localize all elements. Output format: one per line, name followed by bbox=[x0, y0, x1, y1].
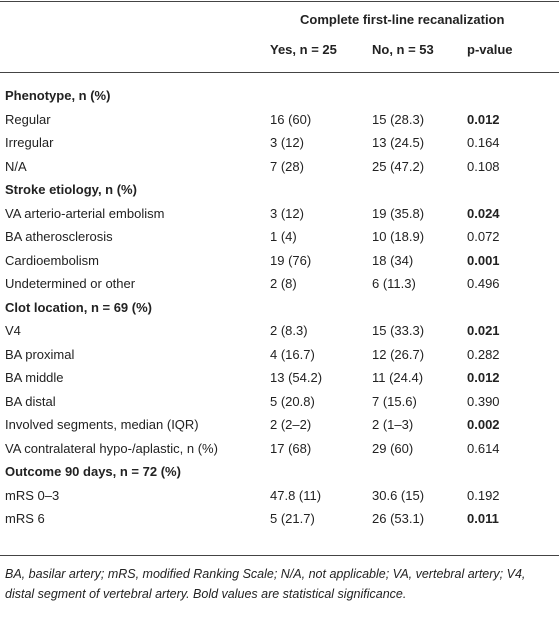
section-title: Stroke etiology, n (%) bbox=[5, 182, 137, 197]
row-label: mRS 0–3 bbox=[5, 487, 60, 503]
cell-yes: 5 (21.7) bbox=[270, 511, 315, 526]
section-title: Clot location, n = 69 (%) bbox=[5, 299, 152, 315]
cell-p: 0.614 bbox=[467, 440, 500, 456]
cell-no: 6 (11.3) bbox=[372, 276, 416, 291]
cell-yes: 3 (12) bbox=[270, 135, 304, 150]
row-label: Cardioembolism bbox=[5, 252, 99, 268]
cell-no: 18 (34) bbox=[372, 252, 414, 268]
cell-p: 0.072 bbox=[467, 229, 500, 244]
row-label: N/A bbox=[5, 158, 27, 174]
cell-yes: 4 (16.7) bbox=[270, 346, 315, 362]
row-label: mRS 6 bbox=[5, 511, 45, 526]
cell-yes: 2 (8.3) bbox=[270, 323, 308, 338]
cell-no: 7 (15.6) bbox=[372, 393, 417, 409]
cell-no: 11 (24.4) bbox=[372, 370, 424, 385]
row-label: VA contralateral hypo-/aplastic, n (%) bbox=[5, 440, 218, 456]
cell-yes: 13 (54.2) bbox=[270, 370, 323, 385]
bottom-rule bbox=[0, 555, 559, 556]
row-label: BA atherosclerosis bbox=[5, 229, 113, 244]
column-header: No, n = 53 bbox=[372, 42, 434, 57]
footnote: BA, basilar artery; mRS, modified Rankin… bbox=[5, 567, 526, 601]
top-rule bbox=[0, 1, 559, 2]
cell-yes: 1 (4) bbox=[270, 229, 297, 244]
cell-yes: 3 (12) bbox=[270, 205, 304, 221]
group-header: Complete first-line recanalization bbox=[300, 12, 505, 27]
cell-no: 29 (60) bbox=[372, 440, 414, 456]
cell-p: 0.011 bbox=[467, 511, 499, 526]
cell-p: 0.021 bbox=[467, 323, 500, 338]
cell-no: 19 (35.8) bbox=[372, 205, 425, 221]
cell-no: 13 (24.5) bbox=[372, 135, 425, 150]
row-label: Undetermined or other bbox=[5, 276, 136, 291]
cell-p: 0.192 bbox=[467, 487, 500, 503]
row-label: V4 bbox=[5, 323, 21, 338]
cell-yes: 19 (76) bbox=[270, 252, 312, 268]
cell-p: 0.390 bbox=[467, 393, 500, 409]
cell-p: 0.164 bbox=[467, 135, 500, 150]
row-label: BA proximal bbox=[5, 346, 75, 362]
cell-no: 26 (53.1) bbox=[372, 511, 425, 526]
cell-p: 0.282 bbox=[467, 346, 500, 362]
section-title: Phenotype, n (%) bbox=[5, 88, 111, 103]
cell-no: 25 (47.2) bbox=[372, 158, 425, 174]
cell-no: 10 (18.9) bbox=[372, 229, 425, 244]
cell-p: 0.001 bbox=[467, 252, 500, 268]
row-label: Regular bbox=[5, 111, 51, 127]
cell-p: 0.108 bbox=[467, 158, 500, 174]
row-label: Involved segments, median (IQR) bbox=[5, 417, 199, 432]
cell-p: 0.012 bbox=[467, 111, 500, 127]
header-rule bbox=[0, 72, 559, 73]
cell-yes: 2 (8) bbox=[270, 276, 297, 291]
column-header: Yes, n = 25 bbox=[270, 42, 337, 57]
cell-p: 0.002 bbox=[467, 417, 500, 432]
row-label: Irregular bbox=[5, 135, 54, 150]
row-label: BA distal bbox=[5, 393, 56, 409]
row-label: BA middle bbox=[5, 370, 64, 385]
section-title: Outcome 90 days, n = 72 (%) bbox=[5, 464, 181, 479]
cell-yes: 17 (68) bbox=[270, 440, 312, 456]
cell-no: 30.6 (15) bbox=[372, 487, 425, 503]
cell-yes: 5 (20.8) bbox=[270, 393, 315, 409]
cell-yes: 7 (28) bbox=[270, 158, 304, 174]
cell-p: 0.012 bbox=[467, 370, 500, 385]
row-label: VA arterio-arterial embolism bbox=[5, 205, 165, 221]
cell-yes: 16 (60) bbox=[270, 111, 312, 127]
cell-yes: 47.8 (11) bbox=[270, 487, 322, 503]
cell-no: 2 (1–3) bbox=[372, 417, 414, 432]
cell-no: 15 (28.3) bbox=[372, 111, 425, 127]
cell-p: 0.496 bbox=[467, 276, 500, 291]
cell-no: 12 (26.7) bbox=[372, 346, 425, 362]
cell-p: 0.024 bbox=[467, 205, 500, 221]
cell-yes: 2 (2–2) bbox=[270, 417, 312, 432]
column-header: p-value bbox=[467, 42, 513, 57]
cell-no: 15 (33.3) bbox=[372, 323, 425, 338]
